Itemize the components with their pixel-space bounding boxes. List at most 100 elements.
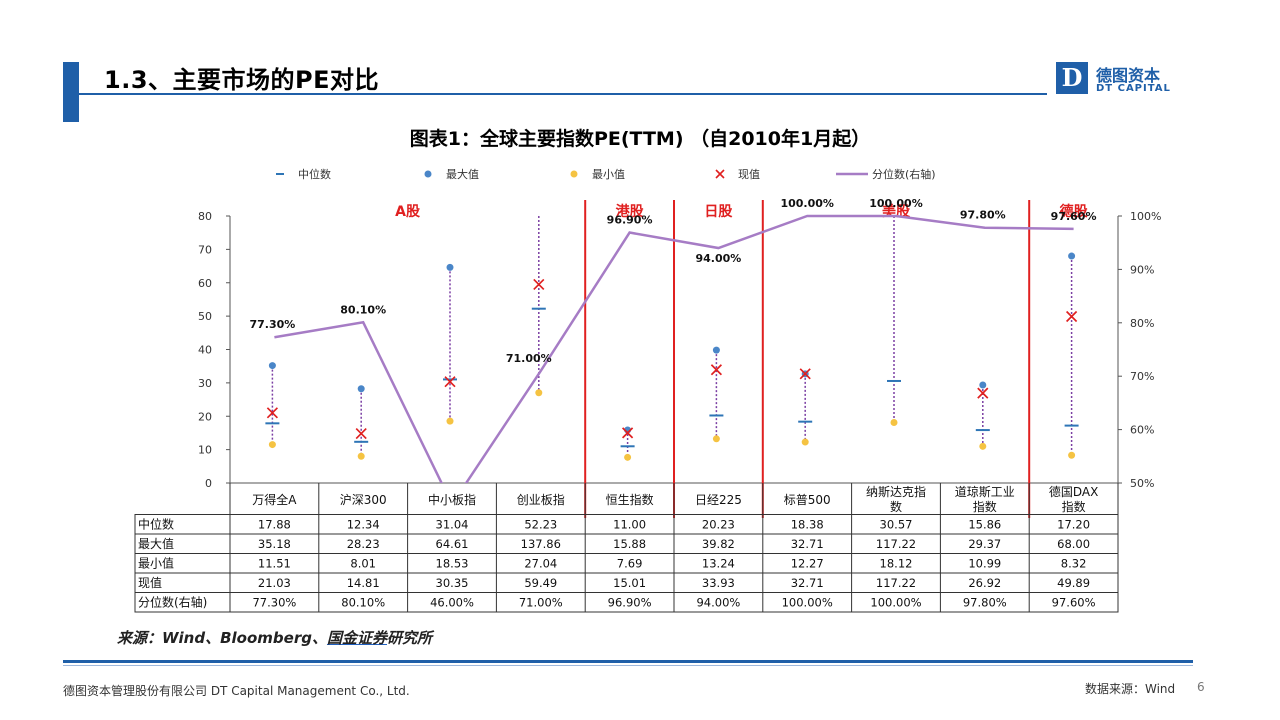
- table-cell: 20.23: [702, 517, 735, 531]
- current-mark: [1065, 310, 1078, 323]
- table-cell: 13.24: [702, 556, 735, 570]
- table-cell: 15.86: [968, 517, 1001, 531]
- table-cell: 97.60%: [1052, 595, 1096, 609]
- table-category-label: 标普500: [784, 493, 831, 507]
- y-tick-label: 40: [198, 344, 212, 357]
- table-cell: 11.00: [613, 517, 646, 531]
- max-point: [446, 263, 454, 271]
- min-point: [268, 441, 276, 449]
- table-cell: 52.23: [524, 517, 557, 531]
- table-cell: 18.38: [791, 517, 824, 531]
- percentile-data-label: 96.90%: [607, 214, 653, 227]
- current-mark: [266, 407, 279, 419]
- y-tick-label: 80: [198, 210, 212, 223]
- table-cell: 31.04: [436, 517, 469, 531]
- table-category-label: 万得全A: [252, 492, 297, 507]
- legend-min-icon: [570, 170, 578, 178]
- max-point: [1068, 252, 1076, 260]
- table-cell: 28.23: [347, 537, 380, 551]
- table-row-label: 最小值: [138, 555, 174, 570]
- legend-label: 现值: [738, 168, 760, 181]
- current-mark: [799, 368, 811, 380]
- legend-current-icon: [715, 169, 725, 179]
- table-cell: 15.01: [613, 576, 646, 590]
- table-cell: 32.71: [791, 576, 824, 590]
- table-cell: 33.93: [702, 576, 735, 590]
- company-logo: D 德图资本 DT CAPITAL: [1056, 62, 1186, 98]
- table-row-label: 现值: [138, 575, 162, 590]
- table-cell: 11.51: [258, 556, 291, 570]
- y-tick-label: 60: [198, 277, 212, 290]
- min-point: [535, 389, 543, 397]
- legend-max-icon: [424, 170, 432, 178]
- percentile-line: [274, 214, 1074, 483]
- y2-tick-label: 100%: [1130, 210, 1161, 223]
- table-cell: 94.00%: [696, 595, 740, 609]
- y-tick-label: 20: [198, 410, 212, 423]
- min-point: [801, 438, 809, 446]
- source-link[interactable]: 国金证券: [326, 629, 387, 647]
- group-label: 港股: [616, 203, 645, 220]
- table-cell: 59.49: [524, 576, 557, 590]
- table-cell: 7.69: [617, 556, 643, 570]
- chart-title: 图表1：全球主要指数PE(TTM) （自2010年1月起）: [410, 127, 870, 150]
- percentile-data-label: 94.00%: [695, 252, 741, 265]
- min-point: [1068, 451, 1076, 459]
- logo-name-en: DT CAPITAL: [1096, 83, 1171, 94]
- table-cell: 71.00%: [519, 595, 563, 609]
- table-cell: 97.80%: [963, 595, 1007, 609]
- table-row-label: 最大值: [138, 536, 174, 551]
- table-cell: 14.81: [347, 576, 380, 590]
- y2-tick-label: 90%: [1130, 263, 1154, 276]
- table-category-label: 数: [890, 499, 902, 514]
- table-cell: 96.90%: [608, 595, 652, 609]
- min-point: [890, 419, 898, 427]
- max-point: [979, 381, 987, 389]
- pe-comparison-chart: 图表1：全球主要指数PE(TTM) （自2010年1月起）中位数 最大值 最小值 现值…: [134, 127, 1161, 613]
- min-point: [446, 417, 454, 425]
- y-tick-label: 30: [198, 377, 212, 390]
- table-category-label: 纳斯达克指: [866, 484, 926, 499]
- y2-tick-label: 80%: [1130, 317, 1154, 330]
- table-cell: 100.00%: [870, 595, 921, 609]
- legend-label: 最小值: [592, 168, 625, 181]
- table-cell: 80.10%: [341, 595, 385, 609]
- current-mark: [444, 376, 456, 388]
- current-mark: [621, 427, 634, 439]
- y-tick-label: 0: [205, 477, 212, 490]
- table-cell: 26.92: [968, 576, 1001, 590]
- legend-label: 最大值: [446, 167, 479, 181]
- title-divider: [79, 93, 1047, 95]
- table-cell: 100.00%: [782, 595, 833, 609]
- percentile-data-label: 80.10%: [340, 303, 386, 316]
- table-category-label: 指数: [1062, 499, 1086, 514]
- group-label: A股: [395, 204, 421, 220]
- table-cell: 30.57: [880, 517, 913, 531]
- table-cell: 8.01: [350, 556, 376, 570]
- table-cell: 10.99: [968, 556, 1001, 570]
- y-tick-label: 50: [198, 310, 212, 323]
- group-label: 德股: [1060, 203, 1089, 220]
- y-tick-label: 70: [198, 243, 212, 256]
- current-mark: [977, 387, 989, 399]
- min-point: [357, 452, 365, 460]
- logo-name-cn: 德图资本: [1096, 66, 1161, 85]
- table-cell: 32.71: [791, 537, 824, 551]
- table-cell: 64.61: [436, 537, 469, 551]
- y2-tick-label: 60%: [1130, 424, 1154, 437]
- table-cell: 117.22: [876, 537, 916, 551]
- footer-divider-thin: [63, 665, 1193, 666]
- table-cell: 137.86: [521, 537, 561, 551]
- page-number: 6: [1197, 680, 1205, 694]
- table-cell: 27.04: [524, 556, 557, 570]
- y2-tick-label: 50%: [1130, 477, 1154, 490]
- table-category-label: 恒生指数: [606, 492, 654, 507]
- table-cell: 68.00: [1057, 537, 1090, 551]
- page-title: 1.3、主要市场的PE对比: [104, 66, 379, 94]
- legend-label: 中位数: [298, 167, 331, 181]
- max-point: [357, 385, 365, 393]
- y2-tick-label: 70%: [1130, 370, 1154, 383]
- table-cell: 46.00%: [430, 595, 474, 609]
- percentile-data-label: 100.00%: [869, 197, 922, 210]
- percentile-data-label: 71.00%: [506, 352, 552, 365]
